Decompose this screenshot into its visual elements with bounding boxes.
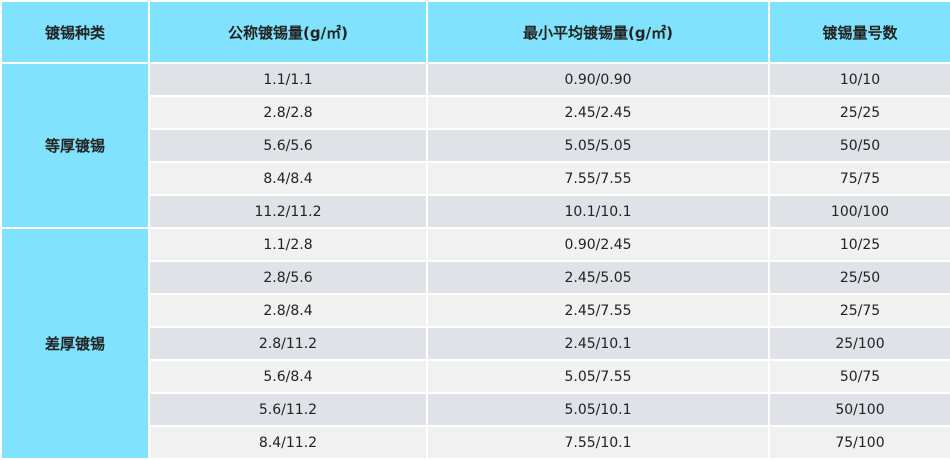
nominal-coating-cell: 5.6/11.2 xyxy=(148,392,428,427)
table-row: 5.6/11.2 5.05/10.1 50/100 xyxy=(1,392,950,427)
table-row: 2.8/11.2 2.45/10.1 25/100 xyxy=(1,326,950,361)
nominal-coating-cell: 8.4/8.4 xyxy=(148,161,428,196)
table-row: 2.8/5.6 2.45/5.05 25/50 xyxy=(1,260,950,295)
header-coating-number: 镀锡量号数 xyxy=(768,0,950,64)
coating-type-cell: 差厚镀锡 xyxy=(0,227,150,460)
nominal-coating-cell: 2.8/2.8 xyxy=(148,95,428,130)
nominal-coating-cell: 5.6/8.4 xyxy=(148,359,428,394)
coating-number-cell: 10/25 xyxy=(768,227,950,262)
min-avg-coating-cell: 7.55/10.1 xyxy=(426,425,770,460)
coating-number-cell: 75/100 xyxy=(768,425,950,460)
nominal-coating-cell: 11.2/11.2 xyxy=(148,194,428,229)
min-avg-coating-cell: 5.05/10.1 xyxy=(426,392,770,427)
header-nominal-coating: 公称镀锡量(g/㎡) xyxy=(148,0,428,64)
table-row: 5.6/8.4 5.05/7.55 50/75 xyxy=(1,359,950,394)
nominal-coating-cell: 5.6/5.6 xyxy=(148,128,428,163)
min-avg-coating-cell: 5.05/7.55 xyxy=(426,359,770,394)
coating-number-cell: 50/50 xyxy=(768,128,950,163)
min-avg-coating-cell: 2.45/2.45 xyxy=(426,95,770,130)
nominal-coating-cell: 2.8/8.4 xyxy=(148,293,428,328)
coating-number-cell: 25/100 xyxy=(768,326,950,361)
nominal-coating-cell: 1.1/1.1 xyxy=(148,62,428,97)
nominal-coating-cell: 1.1/2.8 xyxy=(148,227,428,262)
min-avg-coating-cell: 7.55/7.55 xyxy=(426,161,770,196)
min-avg-coating-cell: 5.05/5.05 xyxy=(426,128,770,163)
coating-type-cell: 等厚镀锡 xyxy=(0,62,150,229)
min-avg-coating-cell: 0.90/0.90 xyxy=(426,62,770,97)
table-row: 11.2/11.2 10.1/10.1 100/100 xyxy=(1,194,950,229)
header-row: 镀锡种类 公称镀锡量(g/㎡) 最小平均镀锡量(g/㎡) 镀锡量号数 xyxy=(0,0,950,64)
coating-number-cell: 25/50 xyxy=(768,260,950,295)
min-avg-coating-cell: 2.45/5.05 xyxy=(426,260,770,295)
table-row: 2.8/8.4 2.45/7.55 25/75 xyxy=(1,293,950,328)
table-row: 等厚镀锡 1.1/1.1 0.90/0.90 10/10 xyxy=(0,62,950,229)
header-min-avg-coating: 最小平均镀锡量(g/㎡) xyxy=(426,0,770,64)
min-avg-coating-cell: 0.90/2.45 xyxy=(426,227,770,262)
nominal-coating-cell: 2.8/11.2 xyxy=(148,326,428,361)
coating-number-cell: 50/75 xyxy=(768,359,950,394)
table-row: 8.4/8.4 7.55/7.55 75/75 xyxy=(1,161,950,196)
table-row: 差厚镀锡 1.1/2.8 0.90/2.45 10/25 xyxy=(0,227,950,460)
min-avg-coating-cell: 2.45/7.55 xyxy=(426,293,770,328)
coating-number-cell: 100/100 xyxy=(768,194,950,229)
coating-number-cell: 10/10 xyxy=(768,62,950,97)
table-row: 5.6/5.6 5.05/5.05 50/50 xyxy=(1,128,950,163)
header-coating-type: 镀锡种类 xyxy=(0,0,150,64)
coating-number-cell: 25/25 xyxy=(768,95,950,130)
coating-number-cell: 25/75 xyxy=(768,293,950,328)
coating-number-cell: 75/75 xyxy=(768,161,950,196)
coating-number-cell: 50/100 xyxy=(768,392,950,427)
min-avg-coating-cell: 2.45/10.1 xyxy=(426,326,770,361)
nominal-coating-cell: 2.8/5.6 xyxy=(148,260,428,295)
min-avg-coating-cell: 10.1/10.1 xyxy=(426,194,770,229)
table-row: 2.8/2.8 2.45/2.45 25/25 xyxy=(1,95,950,130)
nominal-coating-cell: 8.4/11.2 xyxy=(148,425,428,460)
